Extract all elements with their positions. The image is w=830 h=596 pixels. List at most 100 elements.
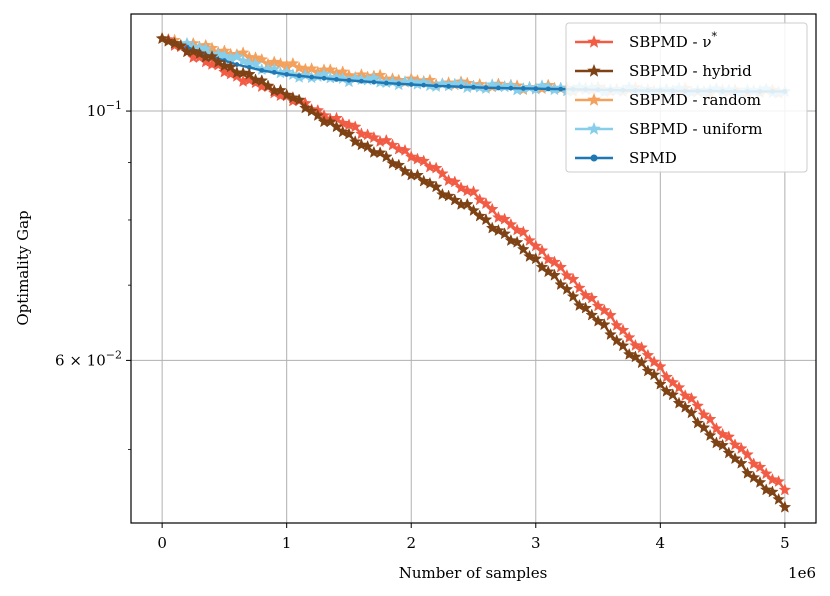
data-point	[529, 252, 543, 265]
data-point	[408, 82, 414, 87]
y-tick-label: 6 × 10−2	[55, 348, 122, 369]
data-point	[292, 61, 306, 74]
data-point	[458, 84, 464, 90]
data-point	[174, 39, 188, 52]
data-point	[355, 138, 368, 151]
data-point	[330, 120, 343, 133]
data-point	[342, 127, 356, 140]
data-point	[417, 154, 431, 167]
legend-entry: SBPMD - ν*	[575, 30, 718, 51]
data-point	[510, 235, 524, 248]
data-point	[193, 47, 206, 60]
legend-label: SBPMD - random	[629, 91, 761, 109]
legend-entries: SBPMD - ν* SBPMD - hybrid SBPMD - random SB…	[575, 30, 762, 167]
data-point	[423, 176, 437, 189]
data-point	[672, 396, 686, 409]
data-point	[504, 217, 518, 231]
data-point	[741, 448, 754, 461]
legend-marker	[587, 93, 601, 106]
data-point	[759, 483, 773, 496]
data-point	[398, 143, 412, 156]
data-point	[516, 242, 530, 255]
data-point	[396, 81, 402, 87]
data-point	[255, 74, 269, 87]
data-point	[498, 212, 511, 225]
data-point	[433, 83, 439, 89]
data-point	[554, 278, 568, 291]
data-point	[548, 255, 561, 268]
data-point	[523, 80, 536, 93]
data-point	[211, 55, 225, 68]
x-tick-label: 1	[282, 534, 292, 552]
data-point	[460, 184, 474, 197]
data-point	[467, 203, 480, 216]
data-point	[236, 54, 250, 67]
data-point	[162, 34, 175, 47]
data-point	[292, 93, 306, 106]
data-point	[728, 438, 742, 451]
data-point	[653, 359, 667, 373]
data-point	[280, 88, 294, 101]
data-point	[504, 233, 518, 246]
data-point	[383, 80, 389, 86]
legend-marker	[590, 154, 598, 162]
data-point	[460, 197, 474, 210]
data-point	[242, 67, 256, 80]
data-point	[759, 467, 773, 480]
data-point	[299, 68, 312, 81]
legend: SBPMD - ν* SBPMD - hybrid SBPMD - random SB…	[565, 22, 808, 173]
series-sbpmd-hybrid	[155, 31, 792, 513]
data-point	[479, 213, 493, 226]
data-point	[610, 334, 624, 347]
data-point	[286, 56, 300, 69]
data-point	[392, 142, 406, 155]
legend-label: SBPMD - hybrid	[629, 62, 752, 80]
data-point	[448, 193, 462, 206]
data-point	[348, 120, 362, 133]
data-point	[597, 318, 611, 331]
data-point	[766, 485, 779, 498]
data-point	[604, 308, 617, 321]
data-point	[218, 59, 231, 72]
data-point	[205, 49, 219, 62]
x-tick-label: 2	[406, 534, 416, 552]
data-point	[753, 460, 767, 473]
data-point	[710, 422, 723, 435]
data-point	[703, 428, 717, 441]
y-tick-label: 10−1	[87, 99, 122, 120]
ticks: 0 1 2 3 4 5 10−1 6 × 10−2	[55, 99, 790, 552]
data-point	[685, 406, 698, 419]
data-point	[230, 50, 244, 63]
data-point	[417, 174, 431, 187]
data-point	[520, 86, 526, 91]
data-point	[446, 83, 451, 89]
data-point	[492, 223, 505, 237]
data-point	[610, 318, 624, 331]
data-point	[579, 288, 592, 301]
data-point	[429, 161, 443, 174]
data-point	[741, 466, 754, 479]
data-point	[722, 430, 736, 443]
data-point	[554, 260, 568, 273]
x-axis-title: Number of samples	[399, 564, 548, 582]
data-point	[697, 408, 711, 421]
data-point	[535, 244, 549, 257]
data-point	[510, 223, 524, 236]
data-point	[778, 500, 792, 513]
data-point	[666, 388, 680, 401]
data-point	[516, 225, 530, 238]
data-point	[305, 104, 318, 117]
legend-label: SBPMD - ν*	[629, 30, 718, 51]
data-point	[691, 399, 705, 412]
data-point	[672, 380, 686, 393]
data-point	[604, 327, 617, 341]
data-point	[697, 421, 711, 434]
data-point	[485, 202, 499, 215]
data-point	[496, 85, 501, 91]
data-point	[660, 370, 673, 383]
data-point	[629, 350, 642, 363]
data-point	[622, 347, 636, 360]
data-point	[734, 456, 748, 469]
data-point	[666, 375, 680, 388]
